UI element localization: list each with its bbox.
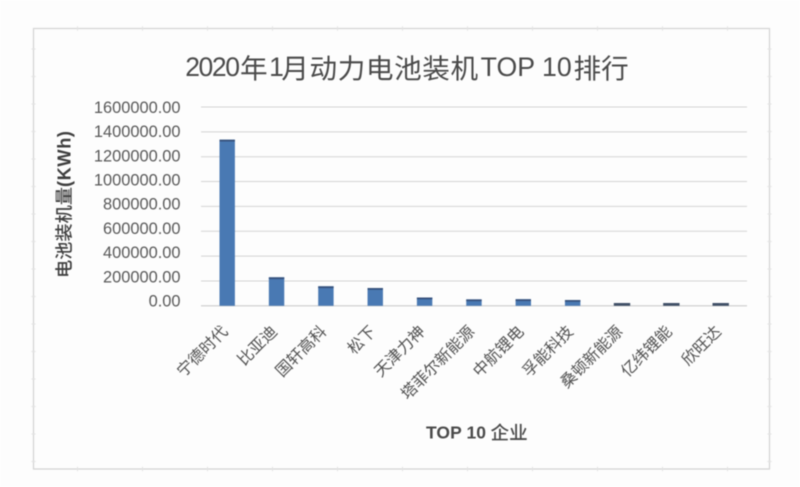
svg-text:1400000.00: 1400000.00 [94, 123, 181, 141]
svg-text:1: 1 [269, 52, 284, 82]
svg-text:1600000.00: 1600000.00 [94, 99, 181, 117]
svg-text:1200000.00: 1200000.00 [94, 147, 181, 165]
svg-text:2020: 2020 [185, 52, 240, 82]
svg-text:1000000.00: 1000000.00 [94, 172, 181, 190]
svg-text:200000.00: 200000.00 [103, 268, 180, 286]
svg-text:TOP 10: TOP 10 [426, 423, 486, 443]
svg-text:(KWh): (KWh) [55, 131, 75, 187]
svg-text:0.00: 0.00 [149, 293, 181, 311]
svg-text:600000.00: 600000.00 [103, 220, 180, 238]
svg-text:800000.00: 800000.00 [103, 196, 180, 214]
svg-text:TOP 10: TOP 10 [481, 52, 572, 82]
svg-text:400000.00: 400000.00 [103, 244, 180, 262]
